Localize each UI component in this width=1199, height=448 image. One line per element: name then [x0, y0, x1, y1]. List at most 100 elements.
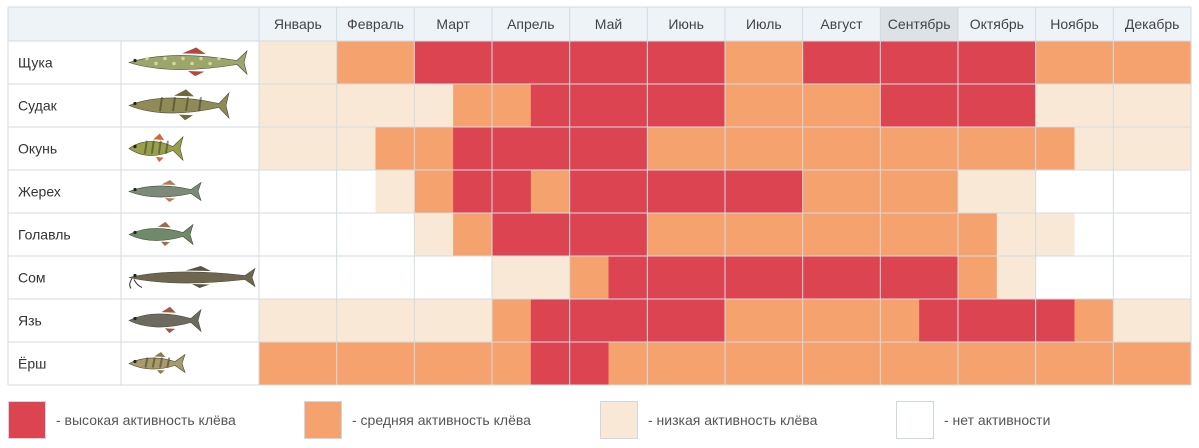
activity-cell — [686, 41, 726, 84]
activity-cell — [608, 256, 648, 299]
activity-cell — [1074, 127, 1114, 170]
activity-cell — [1113, 127, 1153, 170]
activity-cell — [919, 170, 959, 213]
activity-cell — [880, 170, 920, 213]
activity-cell — [996, 256, 1037, 299]
activity-cell — [259, 84, 299, 127]
activity-cell — [492, 256, 532, 299]
activity-cell — [763, 342, 804, 385]
activity-cell — [1035, 127, 1076, 170]
activity-cell — [297, 84, 338, 127]
activity-cell — [336, 213, 377, 256]
activity-cell — [1113, 170, 1153, 213]
activity-cell — [453, 213, 493, 256]
activity-cell — [686, 170, 726, 213]
month-header-3: Март — [436, 16, 470, 32]
activity-cell — [608, 84, 648, 127]
activity-cell — [1035, 342, 1076, 385]
header-bg — [8, 7, 1191, 41]
activity-cell — [492, 213, 532, 256]
activity-cell — [686, 84, 726, 127]
activity-cell — [725, 213, 765, 256]
activity-cell — [336, 41, 377, 84]
activity-cell — [1035, 84, 1076, 127]
activity-cell — [375, 41, 415, 84]
activity-cell — [530, 84, 571, 127]
month-header-5: Май — [595, 16, 622, 32]
legend-high: - высокая активность клёва — [8, 399, 236, 441]
activity-cell — [647, 41, 687, 84]
activity-cell — [569, 170, 610, 213]
month-header-1: Январь — [274, 16, 322, 32]
activity-cell — [725, 170, 765, 213]
activity-cell — [841, 256, 881, 299]
activity-cell — [802, 299, 843, 342]
activity-cell — [453, 41, 493, 84]
activity-cell — [569, 127, 610, 170]
activity-cell — [958, 84, 998, 127]
activity-cell — [880, 299, 920, 342]
activity-cell — [414, 213, 454, 256]
activity-cell — [259, 342, 299, 385]
activity-cell — [1113, 41, 1153, 84]
activity-cell — [375, 170, 415, 213]
activity-cell — [996, 213, 1037, 256]
pike-icon — [127, 47, 248, 77]
activity-cell — [453, 127, 493, 170]
activity-cell — [686, 299, 726, 342]
activity-cell — [841, 213, 881, 256]
perch-icon — [128, 133, 184, 163]
activity-cell — [919, 41, 959, 84]
activity-cell — [647, 170, 687, 213]
activity-cell — [336, 299, 377, 342]
activity-cell — [841, 84, 881, 127]
activity-cell — [919, 213, 959, 256]
activity-cell — [1152, 213, 1192, 256]
activity-cell — [958, 170, 998, 213]
activity-cell — [1113, 299, 1153, 342]
activity-cell — [763, 299, 804, 342]
activity-cell — [1074, 84, 1114, 127]
activity-cell — [1035, 170, 1076, 213]
activity-cell — [802, 342, 843, 385]
fish-name-8: Ёрш — [18, 356, 46, 372]
activity-cell — [414, 84, 454, 127]
fish-name-1: Щука — [18, 55, 53, 71]
activity-cell — [1113, 256, 1153, 299]
activity-cell — [297, 256, 338, 299]
activity-cell — [880, 84, 920, 127]
activity-cell — [1035, 256, 1076, 299]
activity-cell — [530, 41, 571, 84]
legend-label-medium: - средняя активность клёва — [352, 412, 531, 428]
activity-cell — [1074, 299, 1114, 342]
activity-cell — [880, 127, 920, 170]
activity-cell — [841, 170, 881, 213]
activity-cell — [1074, 41, 1114, 84]
fishing-activity-chart: Январь Февраль Март Апрель Май Июнь Июль Август… — [7, 6, 1192, 386]
activity-cell — [880, 256, 920, 299]
activity-cell — [336, 342, 377, 385]
activity-cell — [802, 170, 843, 213]
activity-cell — [297, 342, 338, 385]
activity-cell — [725, 84, 765, 127]
activity-cell — [841, 342, 881, 385]
activity-cell — [375, 213, 415, 256]
activity-cell — [297, 170, 338, 213]
activity-cell — [375, 342, 415, 385]
activity-cell — [375, 299, 415, 342]
activity-cell — [763, 213, 804, 256]
legend-swatch-high — [8, 401, 46, 439]
month-header-12: Декабрь — [1125, 16, 1180, 32]
activity-cell — [569, 299, 610, 342]
activity-cell — [1074, 342, 1114, 385]
activity-cell — [958, 299, 998, 342]
activity-cell — [763, 41, 804, 84]
activity-cell — [608, 299, 648, 342]
activity-cell — [414, 299, 454, 342]
activity-cell — [414, 170, 454, 213]
activity-cell — [453, 342, 493, 385]
month-header-8: Август — [820, 16, 863, 32]
activity-cell — [492, 127, 532, 170]
activity-cell — [996, 299, 1037, 342]
activity-cell — [453, 84, 493, 127]
